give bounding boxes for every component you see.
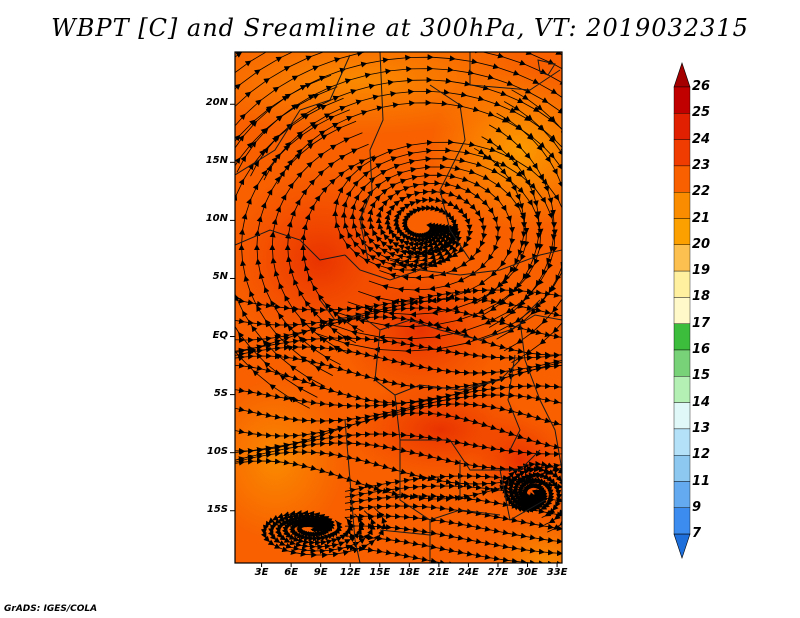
shaded-field	[235, 52, 562, 563]
colorbar-label: 20	[692, 236, 711, 252]
boundary-line	[319, 299, 441, 331]
boundary-line	[394, 394, 541, 471]
lat-label: 10N	[205, 213, 228, 225]
colorbar-label: 17	[692, 315, 711, 331]
colorbar-segment	[673, 402, 691, 430]
lat-label: 15N	[205, 155, 228, 167]
colorbar-segment	[673, 113, 691, 140]
colorbar-segment	[673, 270, 691, 298]
colorbar-label: 7	[692, 526, 702, 542]
colorbar-label: 14	[692, 394, 711, 410]
boundary-line	[344, 419, 361, 563]
coastline-feature	[537, 59, 556, 76]
warm-core-central	[340, 260, 500, 400]
colorbar-segment	[673, 428, 691, 456]
colorbar-label: 19	[692, 263, 711, 279]
colorbar-label: 9	[692, 499, 702, 515]
coastline-lake	[519, 299, 562, 471]
lon-label: 24E	[458, 567, 479, 578]
colorbar-segment	[673, 244, 691, 272]
colorbar-label: 26	[692, 79, 711, 94]
lat-label: 5N	[212, 271, 228, 283]
colorbar-segment	[673, 297, 691, 324]
colorbar-segment	[673, 507, 691, 535]
lon-label: 30E	[517, 567, 538, 578]
colorbar-label: 23	[692, 157, 711, 173]
lon-label: 21E	[428, 567, 450, 578]
colorbar-segment	[673, 191, 691, 219]
colorbar-label: 25	[692, 105, 711, 121]
streamline	[502, 460, 562, 533]
country-boundaries	[235, 52, 562, 563]
lon-label: 9E	[313, 567, 328, 578]
lat-label: 10S	[206, 445, 228, 457]
colorbar-label: 15	[692, 368, 711, 384]
colorbar-segment	[673, 349, 691, 377]
lon-label: 3E	[254, 567, 269, 578]
colorbar-label: 16	[692, 342, 711, 357]
colorbar-label: 12	[692, 447, 711, 463]
colorbar-segment	[673, 376, 691, 403]
lake-boundary	[507, 354, 521, 451]
colorbar-segment	[673, 86, 691, 114]
footer-credit: GrADS: IGES/COLA	[4, 604, 98, 614]
colorbar-label: 13	[692, 420, 711, 436]
colorbar-segment	[673, 218, 691, 245]
lon-label: 18E	[398, 567, 420, 578]
boundary-line	[235, 54, 351, 176]
colorbar-segment	[673, 323, 691, 351]
colorbar	[673, 62, 691, 560]
boundary-line	[344, 249, 562, 281]
colorbar-label: 18	[692, 289, 711, 305]
colorbar-bottom-arrow	[673, 533, 691, 560]
axis-ticks	[230, 103, 558, 567]
streamline	[260, 507, 388, 559]
boundary-line	[374, 329, 521, 396]
lon-label: 27E	[487, 567, 509, 578]
boundary-line	[469, 52, 561, 91]
lon-label: 6E	[284, 567, 299, 578]
map-frame	[234, 51, 563, 564]
colorbar-segment	[673, 455, 691, 482]
colorbar-segment	[673, 481, 691, 508]
boundary-line	[379, 520, 431, 563]
lat-label: 15S	[206, 503, 228, 515]
lat-label: 20N	[205, 97, 228, 109]
colorbar-label: 21	[692, 210, 711, 226]
chart-title: WBPT [C] and Sreamline at 300hPa, VT: 20…	[51, 14, 749, 42]
boundary-line	[429, 84, 471, 261]
colorbar-label: 24	[692, 131, 711, 147]
lat-label: EQ	[212, 329, 228, 341]
boundary-line	[439, 314, 562, 341]
colorbar-top-arrow	[673, 62, 691, 88]
lon-label: 33E	[546, 567, 568, 578]
boundary-line	[359, 52, 384, 261]
boundary-line	[235, 229, 346, 261]
streamlines	[235, 52, 562, 563]
colorbar-segment	[673, 139, 691, 167]
lon-label: 15E	[369, 567, 391, 578]
boundary-line	[459, 460, 546, 521]
colorbar-label: 22	[692, 184, 711, 200]
colorbar-segment	[673, 165, 691, 193]
lon-label: 12E	[339, 567, 361, 578]
colorbar-label: 11	[692, 473, 711, 489]
lat-label: 5S	[213, 387, 228, 399]
